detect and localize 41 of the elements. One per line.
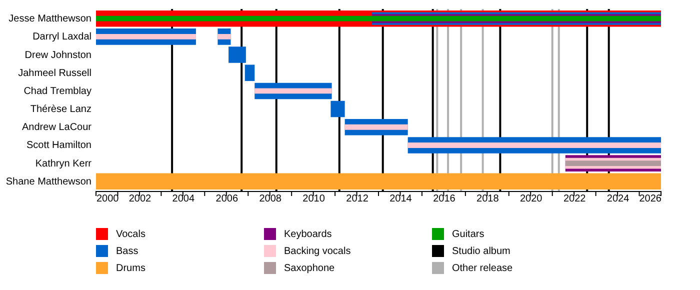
x-tick-label: 2014	[390, 194, 412, 204]
x-tick-label: 2002	[128, 194, 152, 204]
legend-label: Backing vocals	[284, 246, 351, 257]
x-tick-label: 2004	[172, 194, 195, 204]
y-tick-label: Kathryn Kerr	[35, 158, 92, 170]
x-tick-label: 2026	[639, 194, 662, 204]
y-tick-label: Jahmeel Russell	[18, 68, 92, 79]
y-tick-label: Thérèse Lanz	[30, 104, 92, 116]
y-tick-label: Shane Matthewson	[6, 176, 92, 188]
bar	[218, 34, 231, 40]
legend-label: Guitars	[452, 229, 484, 240]
x-tick-label: 2020	[520, 194, 543, 204]
x-tick-label: 2010	[302, 194, 326, 204]
legend-label: Other release	[452, 263, 514, 274]
x-tick-label: 2006	[216, 194, 238, 204]
bar	[254, 88, 332, 94]
y-tick-label: Drew Johnston	[24, 50, 92, 61]
x-tick-label: 2000	[96, 194, 120, 204]
y-tick-label: Andrew LaCour	[22, 122, 92, 134]
bar	[344, 124, 408, 130]
y-tick-label: Chad Tremblay	[24, 86, 92, 97]
legend-label: Drums	[116, 263, 146, 274]
x-tick-label: 2016	[433, 194, 456, 204]
x-tick-label: 2022	[563, 194, 586, 204]
legend-label: Studio album	[452, 246, 510, 257]
legend-label: Bass	[116, 246, 138, 257]
legend-label: Vocals	[116, 229, 146, 240]
y-tick-label: Darryl Laxdal	[32, 32, 92, 43]
x-tick-label: 2024	[606, 194, 630, 204]
bar	[330, 100, 345, 118]
bar	[96, 34, 196, 40]
bar	[408, 142, 661, 148]
bar	[565, 160, 661, 166]
bar	[96, 16, 661, 22]
y-tick-label: Jesse Matthewson	[8, 14, 92, 25]
x-tick-label: 2012	[346, 194, 369, 204]
x-tick-label: 2018	[476, 194, 500, 204]
x-tick-label: 2008	[259, 194, 282, 204]
legend-label: Keyboards	[284, 229, 332, 240]
legend-label: Saxophone	[284, 263, 336, 274]
y-tick-label: Scott Hamilton	[26, 140, 92, 152]
